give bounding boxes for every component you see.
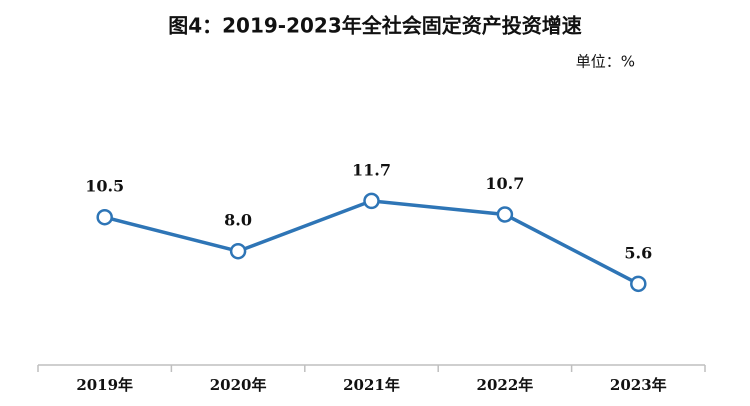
value-label: 5.6 [624, 243, 652, 262]
point [630, 275, 647, 293]
line [104, 199, 640, 286]
unit-label: 单位：% [576, 53, 635, 71]
x-tick-label: 2022年 [477, 376, 534, 394]
x-tick-label: 2019年 [76, 376, 133, 394]
point [229, 242, 247, 260]
chart-title: 图4：2019-2023年全社会固定资产投资增速 [168, 14, 582, 38]
point [96, 208, 113, 226]
value-label: 10.5 [85, 177, 124, 196]
x-tick-label: 2023年 [610, 376, 667, 394]
x-tick-label: 2020年 [210, 376, 267, 394]
point [496, 206, 514, 223]
x-tick-label: 2021年 [343, 376, 400, 394]
value-label: 11.7 [352, 160, 391, 179]
value-label: 10.7 [485, 174, 524, 193]
value-label: 8.0 [224, 211, 252, 230]
point [363, 192, 380, 210]
